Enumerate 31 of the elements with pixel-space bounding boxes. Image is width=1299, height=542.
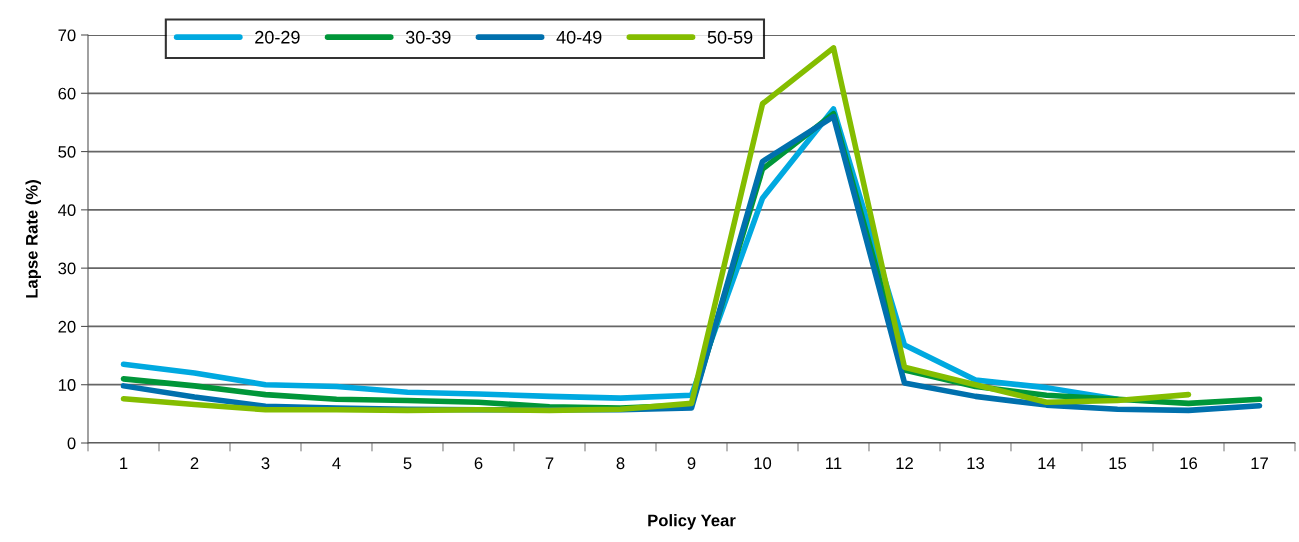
x-tick-label: 17 (1251, 457, 1268, 469)
legend-label: 30-39 (405, 30, 451, 44)
y-tick-label: 30 (58, 262, 76, 275)
y-tick-label: 70 (58, 29, 76, 42)
y-tick-label: 10 (58, 379, 76, 391)
x-tick-label: 8 (616, 457, 625, 470)
x-tick-label: 11 (826, 457, 842, 469)
y-tick-label: 60 (58, 87, 76, 100)
x-tick-label: 13 (967, 457, 985, 470)
y-tick-label: 20 (58, 320, 76, 333)
x-tick-label: 4 (332, 457, 341, 469)
x-tick-label: 2 (190, 457, 199, 469)
x-tick-label: 15 (1109, 457, 1127, 470)
x-tick-label: 10 (754, 457, 772, 470)
y-axis-title: Lapse Rate (%) (25, 180, 41, 298)
y-tick-label: 40 (58, 204, 76, 217)
x-tick-label: 9 (687, 457, 696, 470)
y-tick-label: 0 (67, 437, 76, 450)
x-tick-label: 7 (545, 457, 554, 469)
x-tick-label: 16 (1180, 457, 1198, 470)
legend-label: 20-29 (255, 30, 300, 44)
y-tick-label: 50 (58, 145, 76, 158)
x-axis-title: Policy Year (648, 514, 736, 530)
legend-label: 50-59 (707, 30, 753, 44)
legend-label: 40-49 (556, 30, 602, 44)
x-tick-label: 6 (474, 457, 483, 470)
x-tick-label: 1 (120, 457, 128, 469)
x-tick-label: 14 (1038, 457, 1056, 469)
x-tick-label: 5 (403, 457, 412, 470)
x-tick-label: 3 (261, 457, 270, 470)
x-tick-label: 12 (896, 457, 913, 469)
